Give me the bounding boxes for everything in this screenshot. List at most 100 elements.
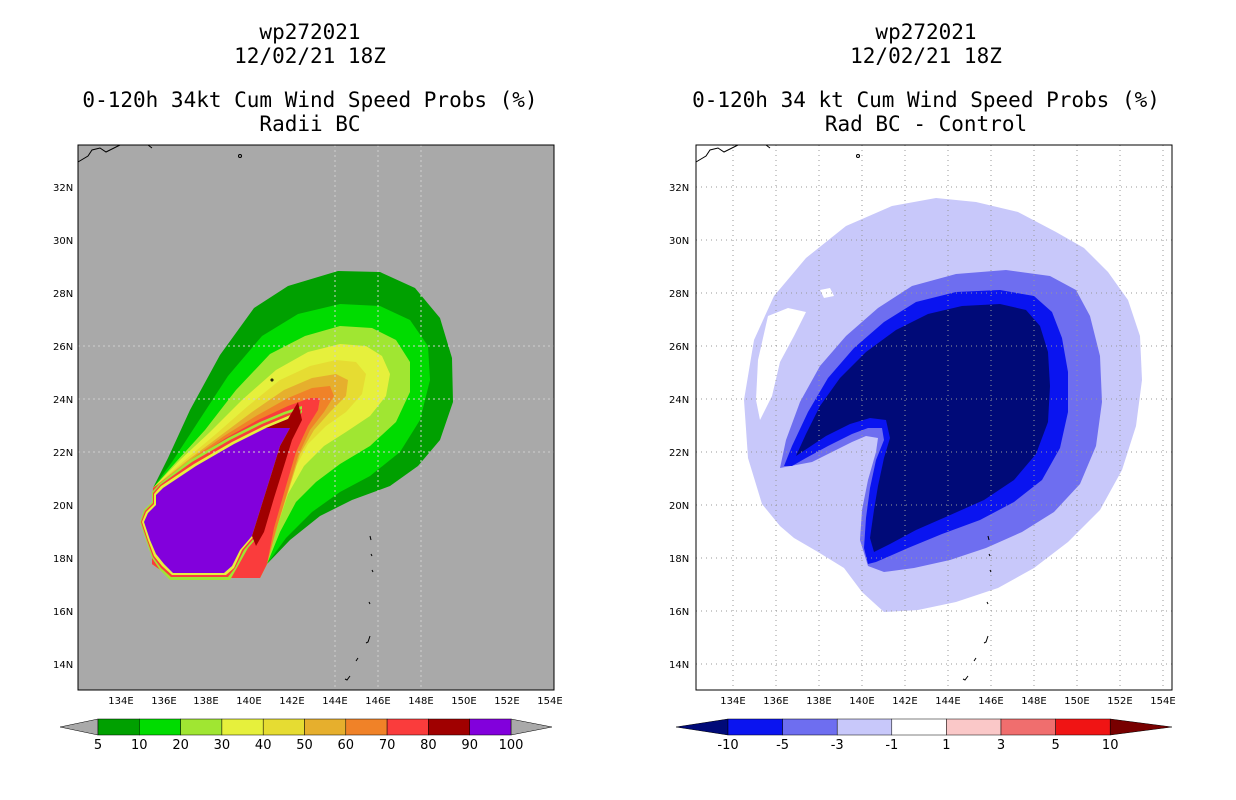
right-colorbar: -10 -5 -3 -1 1 3 5 10	[675, 718, 1173, 753]
ytick-label: 14N	[669, 660, 689, 671]
colorbar-cell	[180, 718, 223, 736]
ytick-label: 18N	[669, 554, 689, 565]
ytick-label: 16N	[669, 607, 689, 618]
ytick-label: 24N	[669, 395, 689, 406]
colorbar-label: 80	[420, 738, 437, 753]
colorbar-labels: 5 10 20 30 40 50 60 70 80 90 100	[94, 738, 524, 753]
xtick-label: 134E	[720, 696, 745, 705]
colorbar-label: 3	[997, 738, 1005, 753]
left-map-frame	[77, 144, 555, 691]
colorbar-cells	[675, 718, 1173, 736]
xtick-label: 146E	[978, 696, 1003, 705]
contour-minus-10	[796, 304, 1050, 552]
colorbar-label: 5	[1051, 738, 1059, 753]
xtick-label: 150E	[1064, 696, 1089, 705]
xtick-label: 142E	[892, 696, 917, 705]
xtick-label: 148E	[408, 696, 433, 705]
xtick-label: 150E	[451, 696, 476, 705]
xtick-label: 136E	[151, 696, 176, 705]
colorbar-label: 100	[499, 738, 524, 753]
left-y-ticks: 14N 16N 18N 20N 22N 24N 26N 28N 30N 32N	[53, 183, 73, 671]
ytick-label: 32N	[53, 183, 73, 194]
xtick-label: 140E	[849, 696, 874, 705]
left-chart-subtitle: Radii BC	[259, 112, 361, 136]
colorbar-label: -3	[831, 738, 844, 753]
colorbar-cell	[727, 718, 783, 736]
xtick-label: 152E	[1107, 696, 1132, 705]
colorbar-cell	[891, 718, 947, 736]
colorbar-cell	[221, 718, 264, 736]
left-coastlines	[77, 144, 374, 681]
colorbar-label: 50	[296, 738, 313, 753]
left-storm-id: wp272021	[259, 20, 361, 44]
ytick-label: 22N	[53, 448, 73, 459]
ytick-label: 32N	[669, 183, 689, 194]
xtick-label: 134E	[108, 696, 133, 705]
left-chart-title: 0-120h 34kt Cum Wind Speed Probs (%)	[82, 88, 538, 112]
xtick-label: 142E	[279, 696, 304, 705]
colorbar-label: 60	[338, 738, 355, 753]
colorbar-cell	[97, 718, 140, 736]
colorbar-cell	[345, 718, 388, 736]
right-x-ticks: 134E 136E 138E 140E 142E 144E 146E 148E …	[720, 696, 1175, 705]
colorbar-label: 5	[94, 738, 102, 753]
colorbar-low-arrow	[675, 718, 729, 736]
colorbar-cell	[946, 718, 1002, 736]
xtick-label: 144E	[935, 696, 960, 705]
blank-area	[756, 308, 806, 420]
right-title: wp272021 12/02/21 18Z 0-120h 34 kt Cum W…	[656, 20, 1196, 136]
colorbar-labels: -10 -5 -3 -1 1 3 5 10	[717, 738, 1118, 753]
right-map-frame	[695, 144, 1173, 691]
left-contours	[140, 271, 453, 580]
colorbar-cell	[1055, 718, 1111, 736]
right-map: 14N 16N 18N 20N 22N 24N 26N 28N 30N 32N …	[669, 144, 1176, 705]
ytick-label: 24N	[53, 395, 73, 406]
left-x-ticks: 134E 136E 138E 140E 142E 144E 146E 148E …	[108, 696, 562, 705]
ytick-label: 20N	[669, 501, 689, 512]
xtick-label: 154E	[537, 696, 562, 705]
colorbar-cell	[139, 718, 181, 736]
colorbar-cell	[428, 718, 470, 736]
colorbar-high-arrow	[510, 718, 553, 736]
colorbar-label: 90	[461, 738, 478, 753]
xtick-label: 148E	[1021, 696, 1046, 705]
colorbar-cell	[386, 718, 429, 736]
right-storm-id: wp272021	[875, 20, 977, 44]
right-gridlines	[696, 145, 1172, 690]
ytick-label: 26N	[669, 342, 689, 353]
xtick-label: 152E	[494, 696, 519, 705]
ytick-label: 22N	[669, 448, 689, 459]
colorbar-cell	[1000, 718, 1056, 736]
colorbar-high-arrow	[1109, 718, 1173, 736]
right-chart-subtitle: Rad BC - Control	[824, 112, 1028, 136]
ytick-label: 18N	[53, 554, 73, 565]
colorbar-label: 40	[255, 738, 272, 753]
contour-90-band	[252, 402, 302, 546]
colorbar-label: 10	[1102, 738, 1119, 753]
colorbar-label: 1	[942, 738, 950, 753]
colorbar-cell	[262, 718, 305, 736]
xtick-label: 138E	[806, 696, 831, 705]
colorbar-cell	[304, 718, 347, 736]
left-map: 14N 16N 18N 20N 22N 24N 26N 28N 30N 32N …	[53, 144, 563, 705]
colorbar-label: 70	[379, 738, 396, 753]
ytick-label: 14N	[53, 660, 73, 671]
right-chart-title: 0-120h 34 kt Cum Wind Speed Probs (%)	[692, 88, 1160, 112]
xtick-label: 144E	[322, 696, 347, 705]
ytick-label: 28N	[53, 289, 73, 300]
left-datetime: 12/02/21 18Z	[234, 44, 386, 68]
ytick-label: 26N	[53, 342, 73, 353]
colorbar-low-arrow	[59, 718, 99, 736]
left-title: wp272021 12/02/21 18Z 0-120h 34kt Cum Wi…	[40, 20, 580, 136]
colorbar-label: 30	[214, 738, 231, 753]
ytick-label: 16N	[53, 607, 73, 618]
xtick-label: 136E	[763, 696, 788, 705]
ytick-label: 28N	[669, 289, 689, 300]
colorbar-label: -10	[717, 738, 738, 753]
xtick-label: 154E	[1150, 696, 1175, 705]
colorbar-label: -1	[885, 738, 898, 753]
ytick-label: 30N	[669, 236, 689, 247]
colorbar-cell	[836, 718, 893, 736]
ytick-label: 20N	[53, 501, 73, 512]
ytick-label: 30N	[53, 236, 73, 247]
